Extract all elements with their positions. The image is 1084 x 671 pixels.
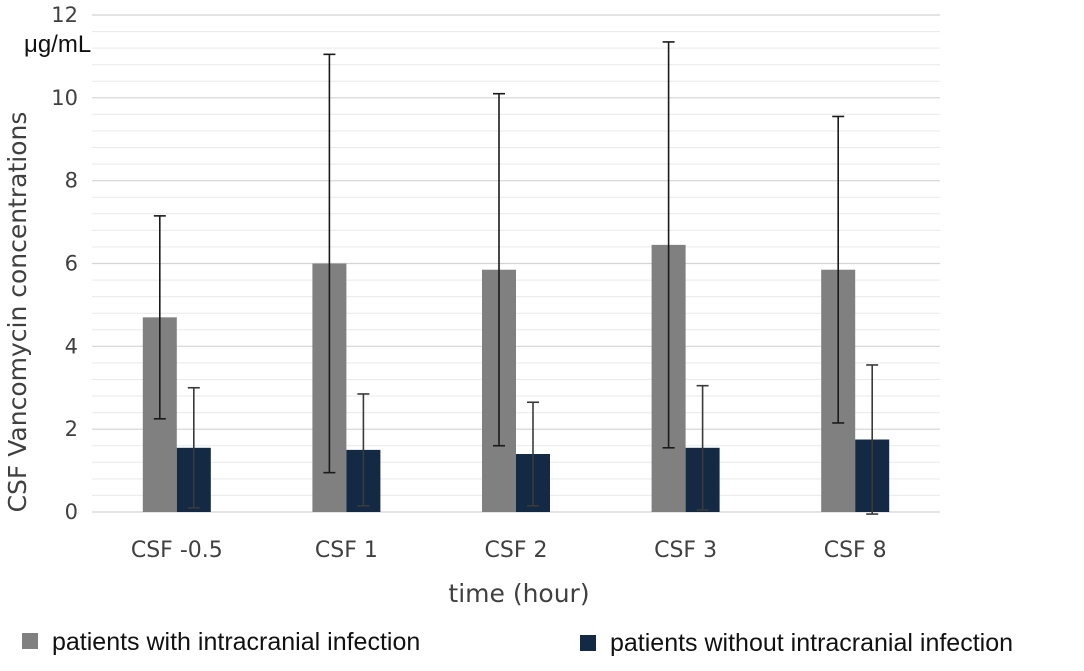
- x-tick-label: CSF 2: [485, 538, 548, 563]
- x-axis-categories: CSF -0.5 CSF 1 CSF 2 CSF 3 CSF 8: [131, 538, 887, 563]
- legend-swatch-with-infection: [22, 633, 38, 649]
- unit-label: μg/mL: [24, 31, 91, 58]
- x-tick-label: CSF 1: [315, 538, 378, 563]
- y-tick-label: 10: [51, 86, 78, 110]
- bars: [142, 41, 890, 515]
- legend: patients with intracranial infection pat…: [22, 628, 1013, 657]
- x-axis-title: time (hour): [448, 579, 589, 608]
- legend-label-with-infection: patients with intracranial infection: [52, 628, 420, 656]
- y-axis-title: CSF Vancomycin concentrations: [3, 112, 32, 513]
- x-tick-label: CSF 8: [824, 538, 887, 563]
- y-tick-label: 8: [65, 169, 78, 193]
- y-tick-label: 12: [51, 3, 78, 27]
- y-tick-label: 2: [65, 417, 78, 441]
- y-tick-label: 0: [65, 500, 78, 524]
- y-tick-label: 4: [65, 334, 78, 358]
- y-axis-ticks: 0 2 4 6 8 10 12: [51, 3, 78, 524]
- legend-swatch-without-infection: [580, 635, 596, 651]
- legend-label-without-infection: patients without intracranial infection: [610, 629, 1013, 657]
- y-tick-label: 6: [65, 252, 78, 276]
- x-tick-label: CSF 3: [654, 538, 717, 563]
- x-tick-label: CSF -0.5: [131, 538, 223, 563]
